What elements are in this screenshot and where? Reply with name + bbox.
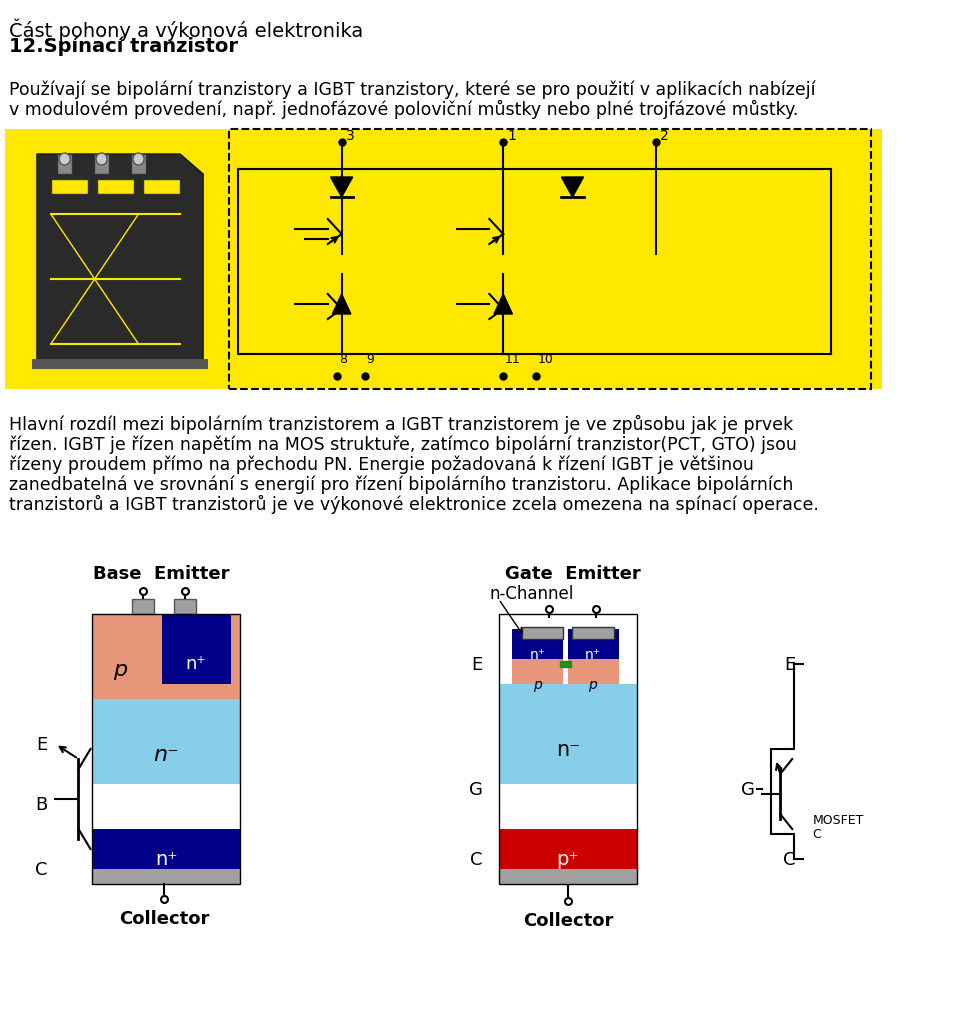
Text: n⁺: n⁺: [185, 654, 206, 673]
Bar: [58, 155, 72, 175]
Text: p⁺: p⁺: [557, 849, 579, 868]
Text: G: G: [469, 781, 484, 798]
Bar: [92, 614, 240, 699]
Text: C: C: [470, 850, 483, 868]
Text: n⁺: n⁺: [155, 849, 178, 868]
Text: E: E: [470, 655, 482, 674]
Text: Gate  Emitter: Gate Emitter: [505, 565, 640, 583]
Polygon shape: [330, 178, 352, 198]
Bar: [229, 129, 871, 389]
Bar: [132, 599, 155, 614]
Bar: [143, 179, 180, 195]
Bar: [498, 829, 637, 869]
Text: tranzistorů a IGBT tranzistorů je ve výkonové elektronice zcela omezena na spína: tranzistorů a IGBT tranzistorů je ve výk…: [10, 494, 819, 514]
Text: n⁻: n⁻: [556, 739, 580, 759]
Polygon shape: [494, 294, 513, 315]
Text: Base  Emitter: Base Emitter: [93, 565, 229, 583]
Text: řízeny proudem přímo na přechodu PN. Energie požadovaná k řízení IGBT je většino: řízeny proudem přímo na přechodu PN. Ene…: [10, 454, 755, 473]
Text: C: C: [812, 827, 821, 841]
Bar: [132, 155, 146, 175]
Bar: [174, 599, 196, 614]
Text: E: E: [783, 655, 795, 674]
Text: 1: 1: [508, 128, 516, 143]
Text: 8: 8: [339, 353, 347, 366]
Bar: [513, 630, 564, 659]
Text: C: C: [36, 860, 48, 878]
Text: p: p: [588, 678, 597, 691]
Text: zanedbatelná ve srovnání s energií pro řízení bipolárního tranzistoru. Aplikace : zanedbatelná ve srovnání s energií pro ř…: [10, 475, 794, 493]
Bar: [51, 179, 87, 195]
Text: MOSFET: MOSFET: [812, 813, 864, 825]
Bar: [5, 129, 881, 389]
Text: v modulovém provedení, např. jednofázové poloviční můstky nebo plné trojfázové m: v modulovém provedení, např. jednofázové…: [10, 100, 799, 119]
Bar: [498, 869, 637, 884]
Bar: [498, 685, 637, 785]
Bar: [521, 628, 564, 639]
Text: 2: 2: [660, 128, 669, 143]
Circle shape: [132, 154, 144, 166]
Polygon shape: [332, 294, 350, 315]
Text: Část pohony a výkonová elektronika: Část pohony a výkonová elektronika: [10, 18, 364, 41]
Text: B: B: [36, 795, 48, 813]
Text: Collector: Collector: [119, 909, 209, 927]
Circle shape: [96, 154, 108, 166]
Circle shape: [60, 154, 70, 166]
Text: Hlavní rozdíl mezi bipolárním tranzistorem a IGBT tranzistorem je ve způsobu jak: Hlavní rozdíl mezi bipolárním tranzistor…: [10, 415, 793, 434]
Bar: [567, 630, 618, 659]
Text: E: E: [36, 736, 47, 753]
Text: 3: 3: [347, 128, 355, 143]
Bar: [97, 179, 133, 195]
Bar: [33, 360, 207, 370]
Text: G: G: [741, 781, 755, 798]
Text: Collector: Collector: [522, 911, 613, 929]
Text: řízen. IGBT je řízen napětím na MOS struktuře, zatímco bipolární tranzistor(PCT,: řízen. IGBT je řízen napětím na MOS stru…: [10, 434, 797, 453]
Bar: [572, 628, 614, 639]
Bar: [92, 869, 240, 884]
Text: n⁺: n⁺: [529, 647, 545, 661]
Text: p: p: [113, 659, 127, 680]
Text: p: p: [533, 678, 541, 691]
Text: n-Channel: n-Channel: [490, 585, 574, 602]
Text: 9: 9: [367, 353, 374, 366]
Text: 12.Spínací tranzistor: 12.Spínací tranzistor: [10, 36, 238, 55]
Bar: [161, 614, 230, 685]
Text: 10: 10: [538, 353, 553, 366]
Bar: [513, 659, 564, 689]
Bar: [567, 659, 618, 689]
Bar: [92, 614, 240, 884]
Polygon shape: [562, 178, 584, 198]
Bar: [92, 829, 240, 869]
Text: Používají se bipolární tranzistory a IGBT tranzistory, které se pro použití v ap: Používají se bipolární tranzistory a IGB…: [10, 79, 816, 99]
Bar: [94, 155, 108, 175]
Text: 11: 11: [505, 353, 520, 366]
Polygon shape: [36, 155, 204, 365]
Text: n⁺: n⁺: [585, 647, 601, 661]
Text: C: C: [783, 850, 796, 868]
Text: n⁻: n⁻: [154, 744, 180, 764]
Bar: [498, 614, 637, 884]
Bar: [92, 699, 240, 785]
